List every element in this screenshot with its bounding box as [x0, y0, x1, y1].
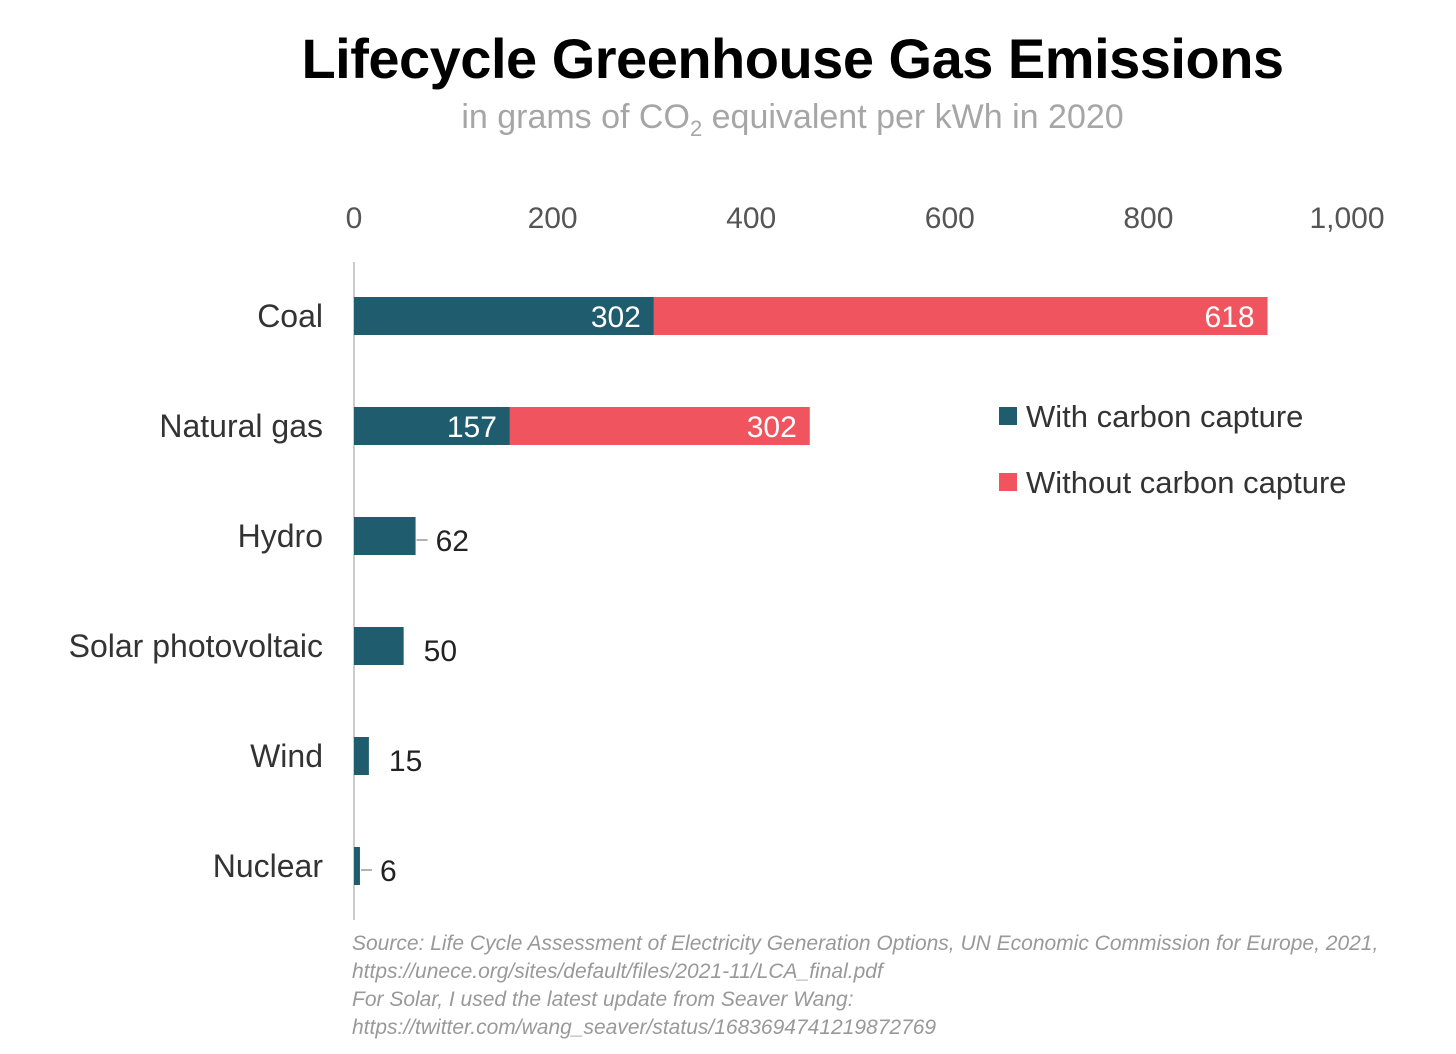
- source-note: Source: Life Cycle Assessment of Electri…: [352, 930, 1452, 1042]
- data-label: 157: [447, 411, 497, 444]
- bar-with-carbon-capture: [354, 737, 369, 775]
- bar-without-carbon-capture: [509, 407, 810, 445]
- data-label: 6: [380, 855, 397, 888]
- legend-label: With carbon capture: [1026, 399, 1303, 434]
- category-label: Hydro: [238, 518, 323, 554]
- x-tick-label: 1,000: [1309, 202, 1384, 235]
- subtitle-text-after: equivalent per kWh in 2020: [702, 98, 1124, 136]
- data-label: 618: [1204, 301, 1254, 334]
- data-label: 62: [436, 525, 469, 558]
- data-label: 15: [389, 745, 422, 778]
- source-line: For Solar, I used the latest update from…: [352, 988, 854, 1011]
- legend-swatch: [999, 473, 1017, 491]
- data-label: 302: [747, 411, 797, 444]
- source-line: https://unece.org/sites/default/files/20…: [352, 960, 883, 983]
- x-tick-label: 200: [528, 202, 578, 235]
- bar-with-carbon-capture: [354, 847, 360, 885]
- x-tick-label: 400: [726, 202, 776, 235]
- subtitle-text-before: in grams of CO: [461, 98, 690, 136]
- bar-with-carbon-capture: [354, 627, 404, 665]
- bar-without-carbon-capture: [653, 297, 1268, 335]
- subtitle-subscript: 2: [689, 115, 703, 141]
- category-label: Solar photovoltaic: [69, 628, 323, 664]
- data-label: 50: [424, 635, 457, 668]
- category-label: Wind: [250, 738, 323, 774]
- legend-label: Without carbon capture: [1026, 465, 1347, 500]
- bar-with-carbon-capture: [354, 407, 510, 445]
- chart-subtitle: in grams of CO2 equivalent per kWh in 20…: [0, 98, 1456, 142]
- x-tick-label: 0: [346, 202, 363, 235]
- data-label: 302: [591, 301, 641, 334]
- source-line: Source: Life Cycle Assessment of Electri…: [352, 932, 1379, 955]
- legend-swatch: [999, 407, 1017, 425]
- x-tick-label: 600: [925, 202, 975, 235]
- category-label: Nuclear: [213, 848, 324, 884]
- category-label: Natural gas: [159, 408, 323, 444]
- bar-with-carbon-capture: [354, 517, 416, 555]
- bar-with-carbon-capture: [354, 297, 654, 335]
- category-label: Coal: [257, 298, 323, 334]
- x-tick-label: 800: [1123, 202, 1173, 235]
- source-line: https://twitter.com/wang_seaver/status/1…: [352, 1016, 937, 1039]
- chart-title: Lifecycle Greenhouse Gas Emissions: [301, 27, 1284, 90]
